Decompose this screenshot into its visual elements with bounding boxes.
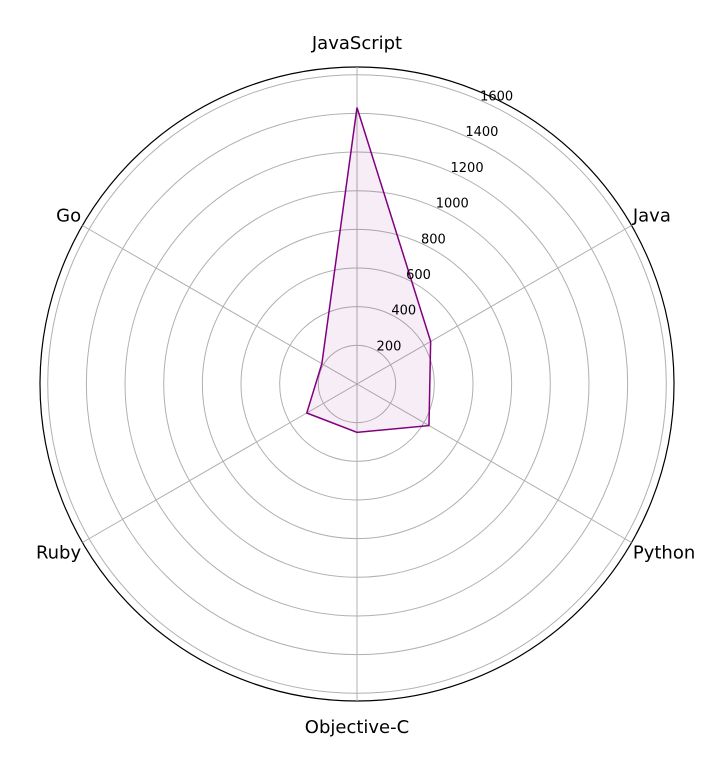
series-layer — [305, 107, 432, 434]
radial-tick-label-200: 200 — [377, 339, 402, 354]
spoke-ruby — [82, 383, 358, 543]
radial-tick-label-600: 600 — [406, 268, 431, 283]
radial-tick-label-1600: 1600 — [480, 89, 513, 104]
spoke-go — [82, 225, 358, 385]
radial-tick-label-1200: 1200 — [451, 161, 484, 176]
category-label-ruby: Ruby — [36, 543, 82, 564]
series-area-0 — [306, 107, 431, 433]
spoke-java — [356, 225, 632, 385]
radial-tick-label-1400: 1400 — [465, 125, 498, 140]
grid-layer — [39, 66, 675, 702]
radial-tick-label-800: 800 — [421, 232, 446, 247]
spoke-python — [356, 383, 632, 543]
category-label-objective-c: Objective-C — [305, 717, 409, 738]
category-label-go: Go — [56, 206, 81, 227]
radial-tick-label-400: 400 — [391, 304, 416, 319]
label-layer: 200 400 600 800 1000 1200 1400 1600 JavaScript Ja… — [36, 33, 695, 738]
category-label-java: Java — [632, 206, 671, 227]
category-label-python: Python — [633, 543, 695, 564]
category-label-javascript: JavaScript — [311, 33, 402, 54]
radial-tick-label-1000: 1000 — [436, 197, 469, 212]
